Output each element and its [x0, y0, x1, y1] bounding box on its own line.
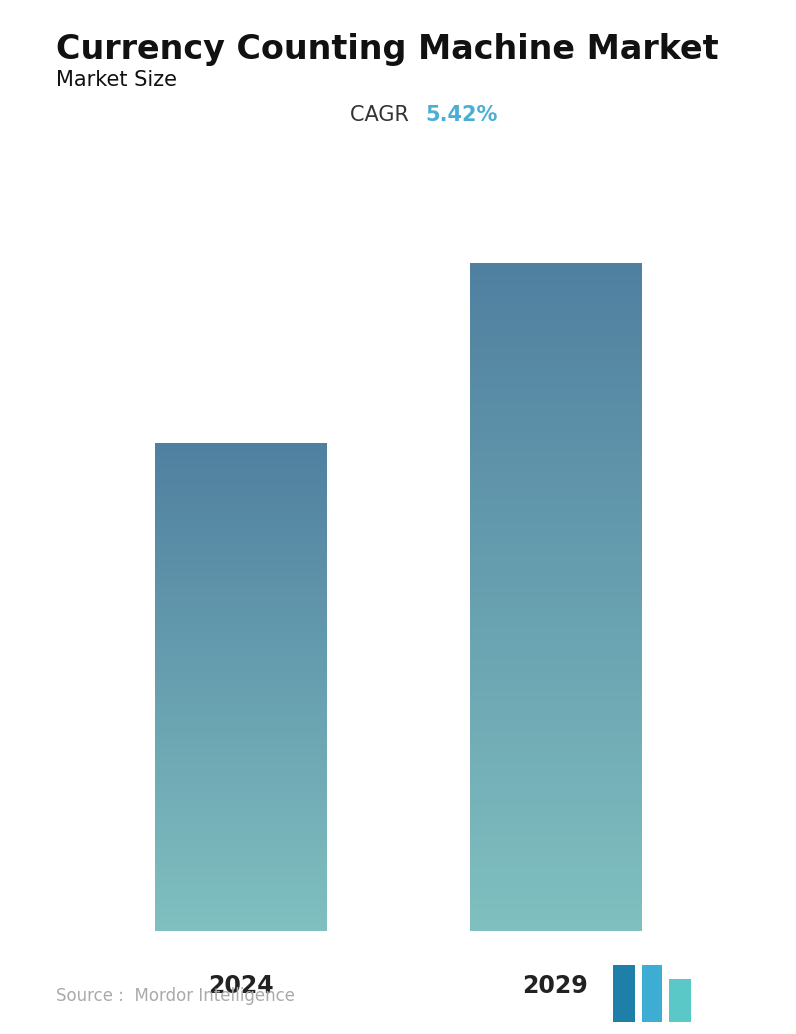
Text: Currency Counting Machine Market: Currency Counting Machine Market: [56, 33, 718, 66]
Text: 2029: 2029: [522, 974, 588, 998]
Text: 5.42%: 5.42%: [426, 105, 498, 125]
Polygon shape: [642, 965, 662, 1022]
Polygon shape: [669, 979, 691, 1022]
Text: Market Size: Market Size: [56, 70, 177, 90]
Text: Source :  Mordor Intelligence: Source : Mordor Intelligence: [56, 987, 295, 1005]
Polygon shape: [613, 965, 635, 1022]
Text: CAGR: CAGR: [350, 105, 416, 125]
Text: 2024: 2024: [208, 974, 273, 998]
